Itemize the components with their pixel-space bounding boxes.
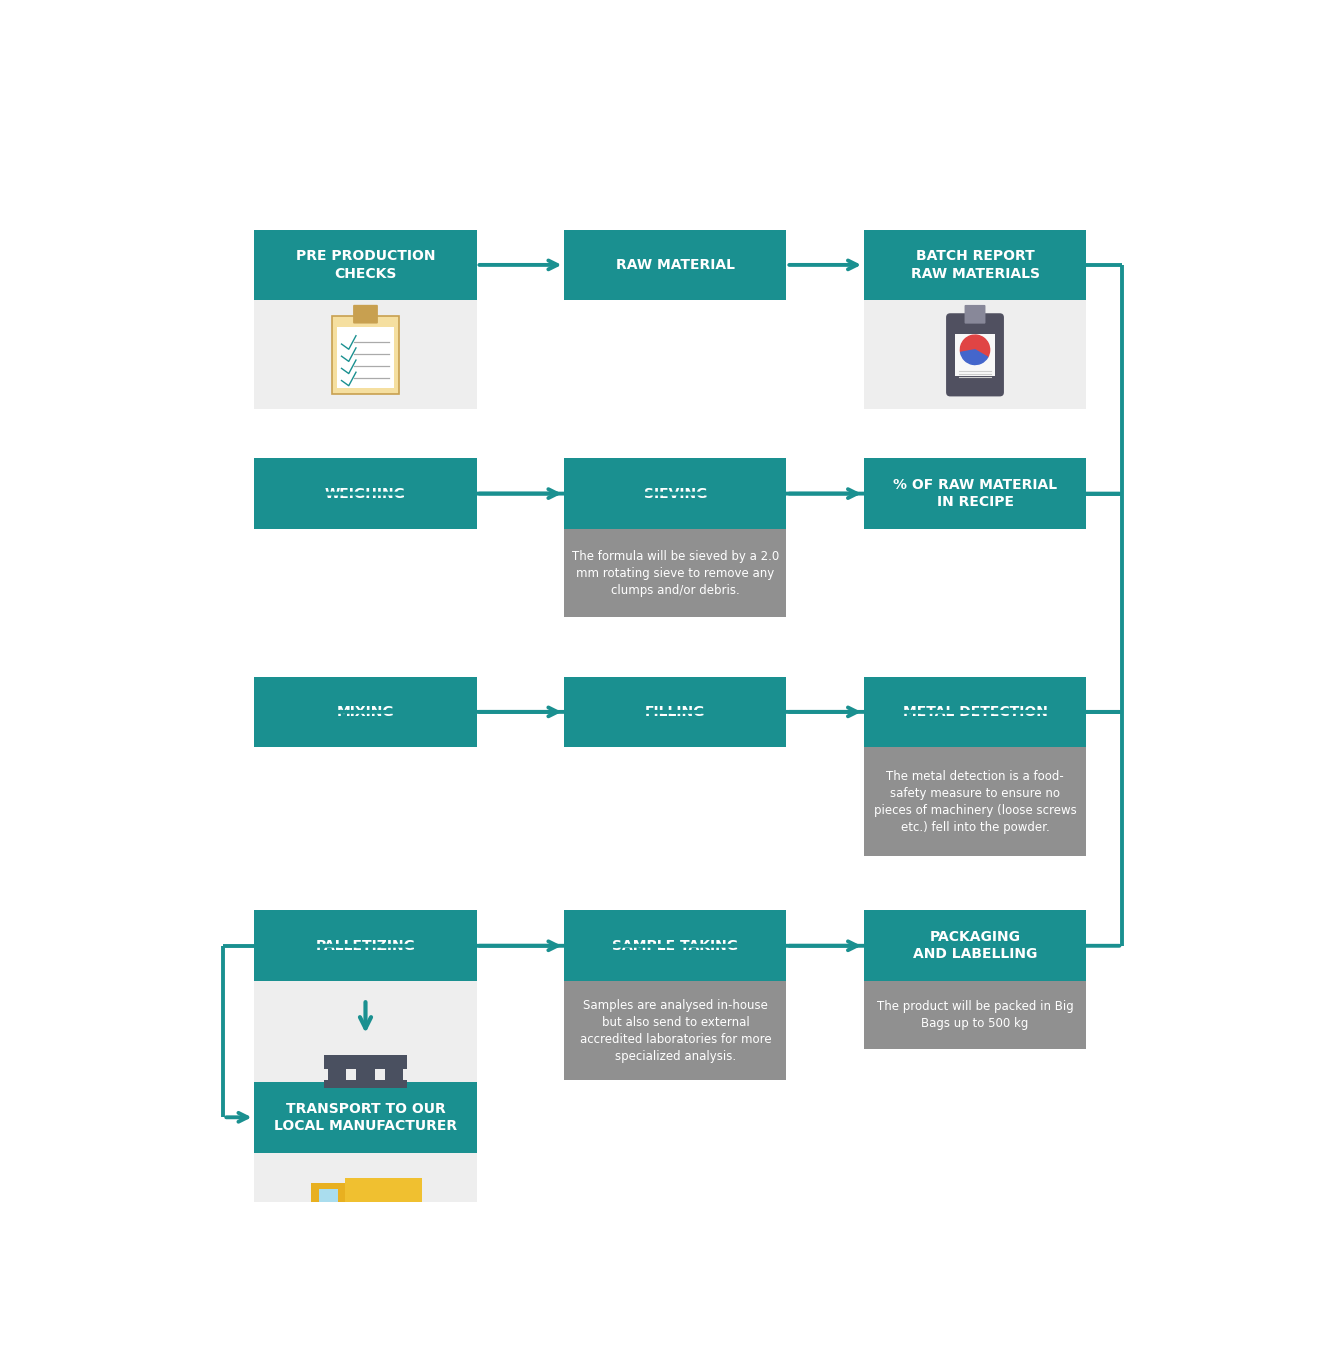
FancyBboxPatch shape — [255, 230, 477, 300]
FancyBboxPatch shape — [954, 333, 996, 375]
FancyBboxPatch shape — [864, 676, 1086, 748]
FancyBboxPatch shape — [337, 327, 395, 387]
Circle shape — [397, 1226, 409, 1238]
Text: The formula will be sieved by a 2.0
mm rotating sieve to remove any
clumps and/o: The formula will be sieved by a 2.0 mm r… — [572, 549, 778, 597]
FancyBboxPatch shape — [864, 458, 1086, 529]
FancyBboxPatch shape — [564, 981, 786, 1080]
FancyBboxPatch shape — [255, 676, 477, 748]
FancyBboxPatch shape — [255, 910, 477, 981]
FancyBboxPatch shape — [864, 910, 1086, 981]
FancyBboxPatch shape — [356, 1069, 375, 1083]
Circle shape — [316, 1226, 329, 1238]
FancyBboxPatch shape — [564, 230, 786, 300]
FancyBboxPatch shape — [564, 910, 786, 981]
FancyBboxPatch shape — [320, 1188, 339, 1207]
FancyBboxPatch shape — [255, 981, 477, 1091]
FancyBboxPatch shape — [564, 529, 786, 617]
Text: RAW MATERIAL: RAW MATERIAL — [616, 258, 734, 271]
Text: WEIGHING: WEIGHING — [325, 486, 407, 501]
FancyBboxPatch shape — [324, 1056, 407, 1069]
Text: METAL DETECTION: METAL DETECTION — [902, 705, 1048, 720]
Text: MIXING: MIXING — [337, 705, 395, 720]
Text: The product will be packed in Big
Bags up to 500 kg: The product will be packed in Big Bags u… — [877, 1000, 1073, 1030]
FancyBboxPatch shape — [324, 1080, 407, 1088]
Text: PRE PRODUCTION
CHECKS: PRE PRODUCTION CHECKS — [296, 250, 436, 281]
Text: SIEVING: SIEVING — [644, 486, 708, 501]
FancyBboxPatch shape — [332, 316, 399, 394]
FancyBboxPatch shape — [965, 305, 985, 324]
Circle shape — [309, 1219, 336, 1246]
FancyBboxPatch shape — [255, 300, 477, 409]
FancyBboxPatch shape — [564, 458, 786, 529]
Text: PALLETIZING: PALLETIZING — [316, 938, 416, 953]
FancyBboxPatch shape — [353, 305, 377, 324]
Text: FILLING: FILLING — [645, 705, 705, 720]
Circle shape — [389, 1219, 416, 1246]
FancyBboxPatch shape — [864, 981, 1086, 1049]
FancyBboxPatch shape — [864, 230, 1086, 300]
FancyBboxPatch shape — [311, 1183, 345, 1219]
Text: BATCH REPORT
RAW MATERIALS: BATCH REPORT RAW MATERIALS — [910, 250, 1040, 281]
FancyBboxPatch shape — [328, 1069, 347, 1083]
Text: SAMPLE TAKING: SAMPLE TAKING — [612, 938, 738, 953]
FancyBboxPatch shape — [946, 313, 1004, 397]
FancyBboxPatch shape — [255, 458, 477, 529]
Wedge shape — [960, 335, 989, 358]
FancyBboxPatch shape — [384, 1069, 403, 1083]
FancyBboxPatch shape — [564, 676, 786, 748]
Text: PACKAGING
AND LABELLING: PACKAGING AND LABELLING — [913, 930, 1037, 961]
FancyBboxPatch shape — [255, 1081, 477, 1153]
Wedge shape — [961, 350, 988, 365]
Text: % OF RAW MATERIAL
IN RECIPE: % OF RAW MATERIAL IN RECIPE — [893, 478, 1057, 509]
FancyBboxPatch shape — [255, 1153, 477, 1262]
FancyBboxPatch shape — [345, 1179, 423, 1219]
Text: The metal detection is a food-
safety measure to ensure no
pieces of machinery (: The metal detection is a food- safety me… — [873, 769, 1076, 834]
Text: Samples are analysed in-house
but also send to external
accredited laboratories : Samples are analysed in-house but also s… — [580, 999, 772, 1062]
FancyBboxPatch shape — [864, 300, 1086, 409]
Text: TRANSPORT TO OUR
LOCAL MANUFACTURER: TRANSPORT TO OUR LOCAL MANUFACTURER — [273, 1102, 457, 1133]
FancyBboxPatch shape — [864, 748, 1086, 856]
